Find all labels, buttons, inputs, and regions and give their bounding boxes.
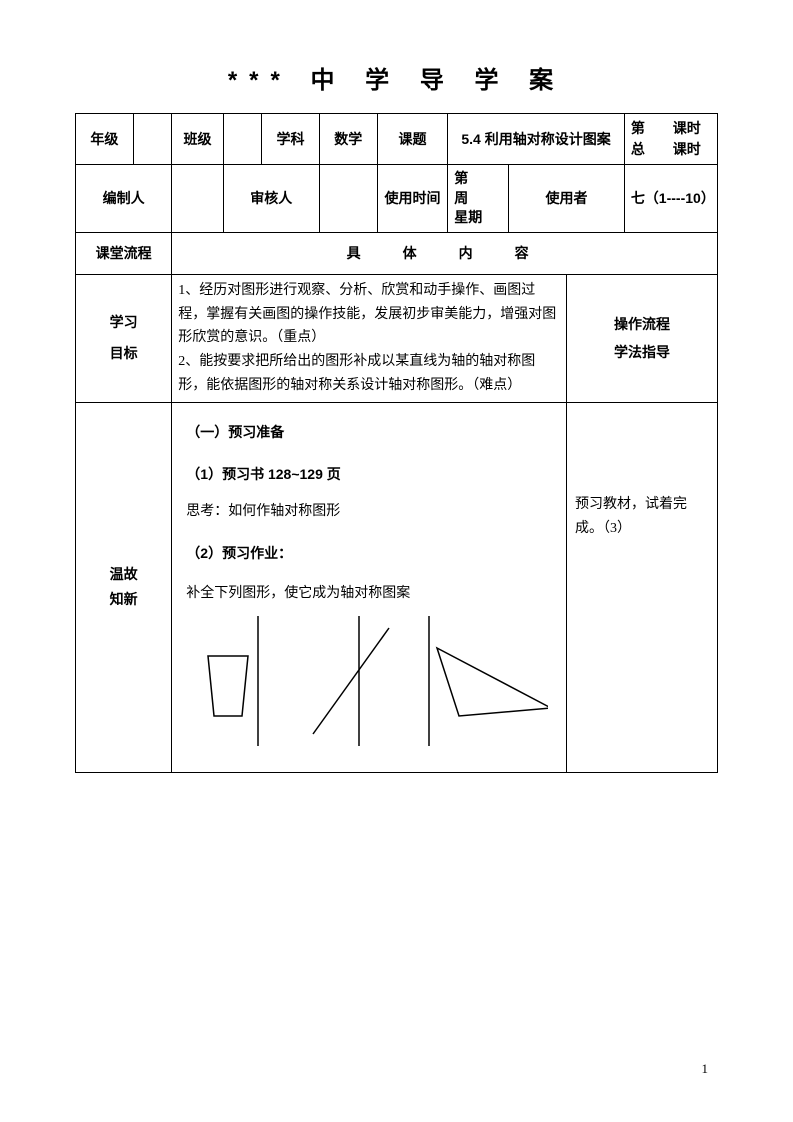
usetime-value: 第 周 星期	[448, 165, 509, 233]
topic-label: 课题	[377, 114, 448, 165]
prep-task: 补全下列图形，使它成为轴对称图案	[186, 582, 552, 606]
usetime-week: 第 周	[454, 169, 502, 208]
page-number: 1	[702, 1061, 709, 1077]
worksheet-table: 年级 班级 学科 数学 课题 5.4 利用轴对称设计图案 第 课时 总 课时 编…	[75, 113, 718, 773]
reviewer-label: 审核人	[223, 165, 319, 233]
period-line2: 总 课时	[631, 139, 711, 160]
operation-guide-label: 操作流程 学法指导	[567, 274, 718, 402]
period-line1: 第 课时	[631, 118, 711, 139]
topic-value: 5.4 利用轴对称设计图案	[448, 114, 625, 165]
subject-value: 数学	[319, 114, 377, 165]
goal-2: 2、能按要求把所给出的图形补成以某直线为轴的轴对称图形，能依据图形的轴对称关系设…	[178, 350, 560, 398]
symmetry-figures	[186, 616, 552, 746]
page-title: *** 中 学 导 学 案	[75, 60, 718, 95]
goals-content: 1、经历对图形进行观察、分析、欣赏和动手操作、画图过程，掌握有关画图的操作技能，…	[172, 274, 567, 402]
review-content: （一）预习准备 （1）预习书 128~129 页 思考：如何作轴对称图形 （2）…	[172, 402, 567, 772]
period-cell: 第 课时 总 课时	[624, 114, 717, 165]
goals-label: 学习 目标	[76, 274, 172, 402]
review-right-text: 预习教材，试着完成。（3）	[575, 493, 709, 541]
author-value	[172, 165, 223, 233]
class-label: 班级	[172, 114, 223, 165]
subject-label: 学科	[262, 114, 320, 165]
usetime-day: 星期	[454, 208, 502, 228]
review-label-1: 温故	[82, 562, 165, 587]
review-right: 预习教材，试着完成。（3）	[567, 402, 718, 772]
figure-1-cup	[190, 616, 291, 746]
opguide-2: 学法指导	[573, 338, 711, 366]
class-value	[223, 114, 262, 165]
usetime-label: 使用时间	[377, 165, 448, 233]
review-label-2: 知新	[82, 587, 165, 612]
prep-homework: （2）预习作业：	[186, 542, 552, 566]
figure-3-triangle	[401, 616, 548, 746]
figure-2-diagonal	[291, 616, 401, 746]
user-label: 使用者	[509, 165, 625, 233]
content-header: 具 体 内 容	[172, 232, 718, 274]
review-label: 温故 知新	[76, 402, 172, 772]
opguide-1: 操作流程	[573, 310, 711, 338]
prep-book: （1）预习书 128~129 页	[186, 463, 552, 487]
user-value: 七（1----10）	[624, 165, 717, 233]
reviewer-value	[319, 165, 377, 233]
goal-1: 1、经历对图形进行观察、分析、欣赏和动手操作、画图过程，掌握有关画图的操作技能，…	[178, 279, 560, 350]
grade-value	[133, 114, 172, 165]
author-label: 编制人	[76, 165, 172, 233]
goals-label-1: 学习	[82, 307, 165, 338]
flow-label: 课堂流程	[76, 232, 172, 274]
prep-think: 思考：如何作轴对称图形	[186, 500, 552, 524]
goals-label-2: 目标	[82, 338, 165, 369]
prep-heading: （一）预习准备	[186, 421, 552, 445]
grade-label: 年级	[76, 114, 134, 165]
